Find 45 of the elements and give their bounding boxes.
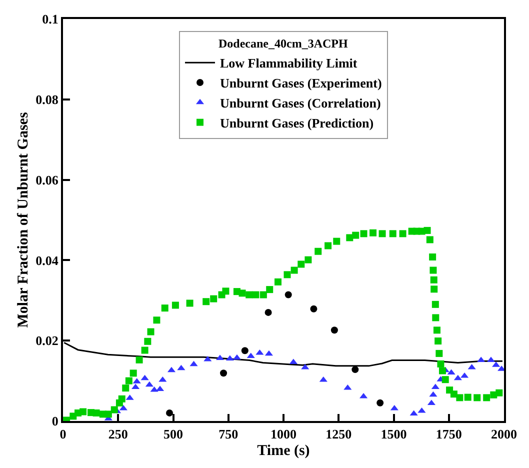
point [284, 291, 292, 298]
point [289, 358, 298, 364]
point [310, 305, 318, 312]
point [427, 400, 436, 406]
point [264, 308, 272, 316]
y-axis-title: Molar Fraction of Unburnt Gases [15, 112, 32, 328]
y-tick-label: 0.02 [36, 333, 58, 348]
point [376, 399, 384, 406]
x-tick-label: 750 [218, 426, 238, 442]
y-tick-label: 0.04 [36, 252, 59, 268]
legend-label: Unburnt Gases (Prediction) [220, 115, 374, 130]
x-tick-label: 1250 [326, 426, 352, 442]
y-tick-label: 0.08 [36, 92, 59, 107]
x-tick-label: 500 [164, 426, 183, 442]
legend-label: Unburnt Gases (Correlation) [220, 95, 381, 110]
legend-label: Unburnt Gases (Experiment) [220, 76, 382, 91]
point [190, 360, 198, 366]
point [140, 374, 149, 380]
x-tick-label: 1000 [270, 426, 296, 442]
point [352, 366, 359, 374]
y-tick-label: 0.1 [42, 12, 58, 27]
point [145, 381, 154, 387]
point [204, 356, 212, 362]
x-tick-label: 1500 [380, 426, 407, 442]
y-tick-label: 0 [52, 414, 58, 429]
point [241, 347, 248, 354]
point [330, 326, 338, 334]
point [429, 391, 438, 397]
point [410, 410, 418, 416]
x-tick-label: 250 [108, 426, 128, 442]
x-axis-title: Time (s) [257, 443, 310, 460]
point [477, 356, 486, 362]
point [447, 369, 456, 375]
point [418, 407, 426, 413]
x-tick-label: 2000 [491, 426, 517, 442]
legend-label: Low Flammability Limit [220, 56, 358, 71]
point [246, 352, 255, 358]
y-tick-label: 0.06 [36, 172, 59, 188]
point [177, 364, 186, 370]
point [454, 374, 462, 380]
legend-title: Dodecane_40cm_3ACPH [218, 36, 348, 51]
point [264, 350, 273, 356]
point [220, 370, 228, 377]
x-tick-label: 1750 [436, 426, 462, 442]
point [166, 409, 173, 416]
